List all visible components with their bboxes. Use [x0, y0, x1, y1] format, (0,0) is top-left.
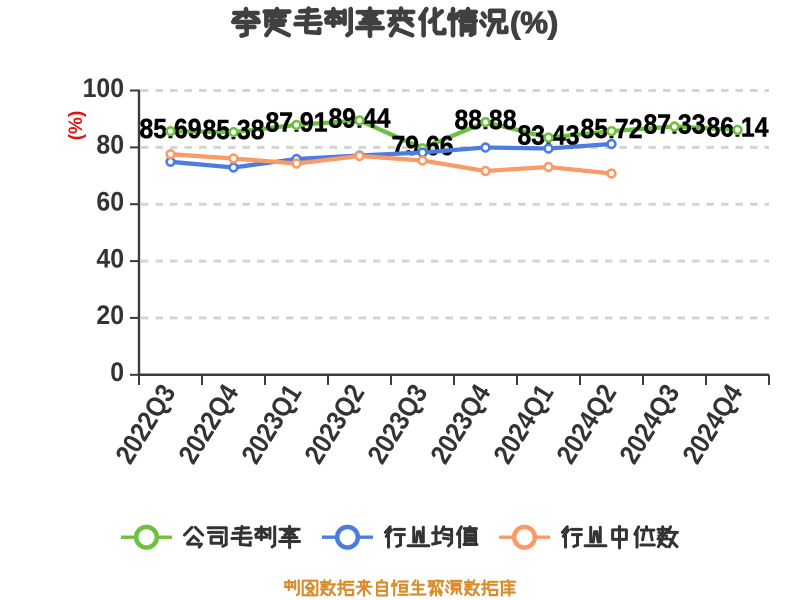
svg-text:2024Q1: 2024Q1	[487, 379, 559, 469]
svg-text:80: 80	[96, 130, 124, 160]
svg-text:60: 60	[96, 187, 124, 217]
svg-text:2023Q3: 2023Q3	[361, 379, 433, 469]
svg-text:2022Q3: 2022Q3	[109, 379, 181, 469]
svg-text:0: 0	[110, 357, 124, 387]
svg-text:85.38: 85.38	[203, 114, 265, 145]
svg-text:2024Q2: 2024Q2	[550, 379, 622, 469]
svg-text:2024Q3: 2024Q3	[613, 379, 685, 469]
svg-text:2024Q4: 2024Q4	[676, 378, 749, 469]
svg-text:(%): (%)	[66, 111, 87, 141]
svg-text:2022Q4: 2022Q4	[172, 378, 245, 469]
svg-text:(%): (%)	[510, 5, 558, 40]
svg-text:40: 40	[96, 243, 124, 273]
svg-text:20: 20	[96, 300, 124, 330]
svg-text:2023Q4: 2023Q4	[424, 378, 497, 469]
svg-text:2023Q1: 2023Q1	[235, 379, 307, 469]
svg-text:2023Q2: 2023Q2	[298, 379, 370, 469]
svg-text:100: 100	[83, 73, 124, 103]
